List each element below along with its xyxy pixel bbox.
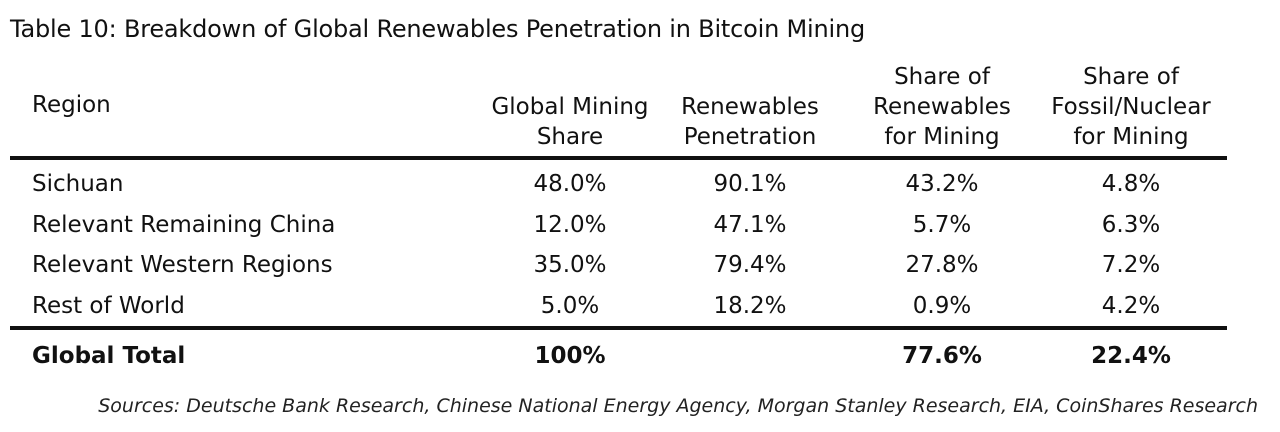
cell-fossil: 6.3% bbox=[1101, 211, 1161, 238]
table-title: Table 10: Breakdown of Global Renewables… bbox=[10, 15, 866, 43]
cell-share: 48.0% bbox=[533, 171, 607, 197]
header-line: Global Mining bbox=[491, 94, 649, 120]
header-line: Penetration bbox=[683, 124, 817, 150]
cell-penetration: 90.1% bbox=[713, 171, 787, 197]
cell-fossil: 4.2% bbox=[1101, 292, 1161, 319]
cell-penetration: 47.1% bbox=[713, 211, 787, 238]
cell-renewables: 0.9% bbox=[912, 292, 972, 319]
header-line: for Mining bbox=[1073, 124, 1189, 150]
header-line: Share of bbox=[894, 64, 990, 90]
cell-renewables: 27.8% bbox=[905, 252, 979, 278]
total-share: 100% bbox=[534, 343, 606, 369]
cell-share: 35.0% bbox=[533, 252, 607, 278]
total-region: Global Total bbox=[32, 343, 186, 369]
cell-penetration: 18.2% bbox=[713, 292, 787, 319]
header-share-renewables: Share of Renewables for Mining bbox=[842, 62, 1042, 152]
cell-renewables: 5.7% bbox=[912, 211, 972, 238]
header-line: Share of bbox=[1083, 64, 1179, 90]
header-share-fossil-nuclear: Share of Fossil/Nuclear for Mining bbox=[1031, 62, 1231, 152]
header-global-mining-share: Global Mining Share bbox=[470, 92, 670, 152]
cell-fossil: 4.8% bbox=[1101, 171, 1161, 197]
cell-renewables: 43.2% bbox=[905, 171, 979, 197]
header-renewables-penetration: Renewables Penetration bbox=[650, 92, 850, 152]
table-body: Sichuan 48.0% 90.1% 43.2% 4.8% Relevant … bbox=[10, 164, 1227, 326]
table-row: Relevant Western Regions 35.0% 79.4% 27.… bbox=[10, 245, 1227, 286]
cell-region: Rest of World bbox=[32, 292, 185, 319]
header-line: Share bbox=[536, 124, 604, 150]
total-row: Global Total 100% 77.6% 22.4% bbox=[10, 330, 1227, 384]
data-table: Region Global Mining Share Renewables Pe… bbox=[10, 60, 1227, 384]
cell-region: Sichuan bbox=[32, 171, 124, 197]
header-line: Fossil/Nuclear bbox=[1051, 94, 1211, 120]
table-row: Rest of World 5.0% 18.2% 0.9% 4.2% bbox=[10, 286, 1227, 327]
cell-region: Relevant Remaining China bbox=[32, 211, 336, 238]
header-region: Region bbox=[32, 92, 111, 118]
header-line: for Mining bbox=[884, 124, 1000, 150]
total-divider bbox=[10, 326, 1227, 330]
total-fossil: 22.4% bbox=[1091, 343, 1171, 369]
table-row: Relevant Remaining China 12.0% 47.1% 5.7… bbox=[10, 205, 1227, 246]
table-header-row: Region Global Mining Share Renewables Pe… bbox=[10, 60, 1227, 160]
cell-share: 5.0% bbox=[540, 292, 600, 319]
cell-fossil: 7.2% bbox=[1101, 252, 1161, 278]
table-row: Sichuan 48.0% 90.1% 43.2% 4.8% bbox=[10, 164, 1227, 205]
header-line: Renewables bbox=[873, 94, 1011, 120]
header-line: Renewables bbox=[681, 94, 819, 120]
total-renewables: 77.6% bbox=[902, 343, 982, 369]
source-note: Sources: Deutsche Bank Research, Chinese… bbox=[98, 395, 1258, 417]
cell-region: Relevant Western Regions bbox=[32, 252, 333, 278]
cell-penetration: 79.4% bbox=[713, 252, 787, 278]
cell-share: 12.0% bbox=[533, 211, 607, 238]
